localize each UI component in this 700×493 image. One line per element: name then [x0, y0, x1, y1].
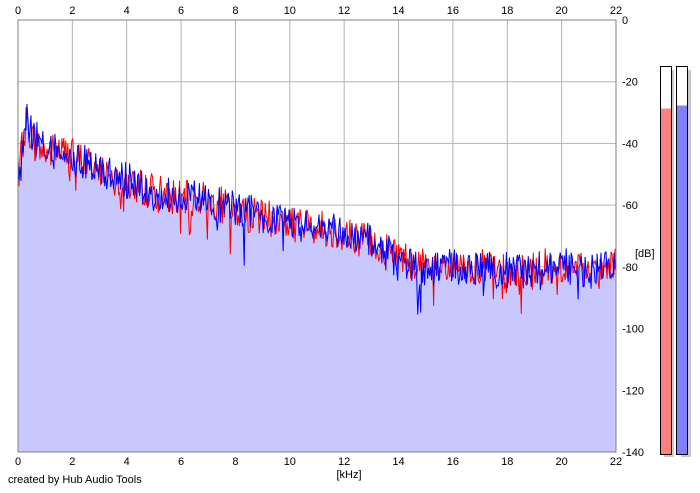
y-tick-label: -100 — [622, 324, 644, 336]
y-tick-label: -80 — [622, 262, 638, 274]
x-tick-label: 8 — [232, 5, 238, 17]
x-tick-label: 20 — [556, 5, 568, 17]
x-tick-labels-top: 0 2 4 6 8 10 12 14 16 18 20 22 — [15, 5, 622, 17]
x-tick-label: 0 — [15, 456, 21, 468]
y-tick-labels: 0 -20 -40 -60 -80 -100 -120 -140 — [622, 15, 644, 459]
x-tick-labels-bottom: 0 2 4 6 8 10 12 14 16 18 20 22 — [15, 456, 622, 468]
x-tick-label: 2 — [69, 5, 75, 17]
x-tick-label: 4 — [124, 5, 130, 17]
x-tick-label: 16 — [447, 456, 459, 468]
x-tick-label: 10 — [284, 5, 296, 17]
x-tick-label: 14 — [392, 5, 404, 17]
x-tick-label: 12 — [338, 456, 350, 468]
x-tick-label: 8 — [232, 456, 238, 468]
x-tick-label: 6 — [178, 5, 184, 17]
x-tick-label: 18 — [501, 5, 513, 17]
spectrum-line-right — [17, 103, 617, 315]
x-tick-label: 6 — [178, 456, 184, 468]
x-tick-label: 0 — [15, 5, 21, 17]
right-level-meter — [676, 66, 688, 455]
x-tick-label: 14 — [392, 456, 404, 468]
plot-border — [17, 19, 617, 453]
x-tick-label: 22 — [610, 456, 622, 468]
left-level-meter — [660, 66, 672, 455]
credit-text: created by Hub Audio Tools — [8, 474, 142, 486]
x-tick-label: 10 — [284, 456, 296, 468]
x-axis-label: [kHz] — [336, 469, 361, 481]
x-tick-label: 2 — [69, 456, 75, 468]
x-tick-label: 16 — [447, 5, 459, 17]
y-tick-label: -40 — [622, 138, 638, 150]
y-tick-label: 0 — [622, 15, 628, 27]
x-tick-label: 12 — [338, 5, 350, 17]
y-tick-label: -20 — [622, 77, 638, 89]
y-axis-label: [dB] — [635, 248, 655, 260]
x-tick-label: 4 — [124, 456, 130, 468]
y-tick-label: -140 — [622, 447, 644, 459]
x-tick-label: 20 — [556, 456, 568, 468]
y-tick-label: -60 — [622, 200, 638, 212]
x-tick-label: 22 — [610, 5, 622, 17]
y-tick-label: -120 — [622, 385, 644, 397]
x-tick-label: 18 — [501, 456, 513, 468]
